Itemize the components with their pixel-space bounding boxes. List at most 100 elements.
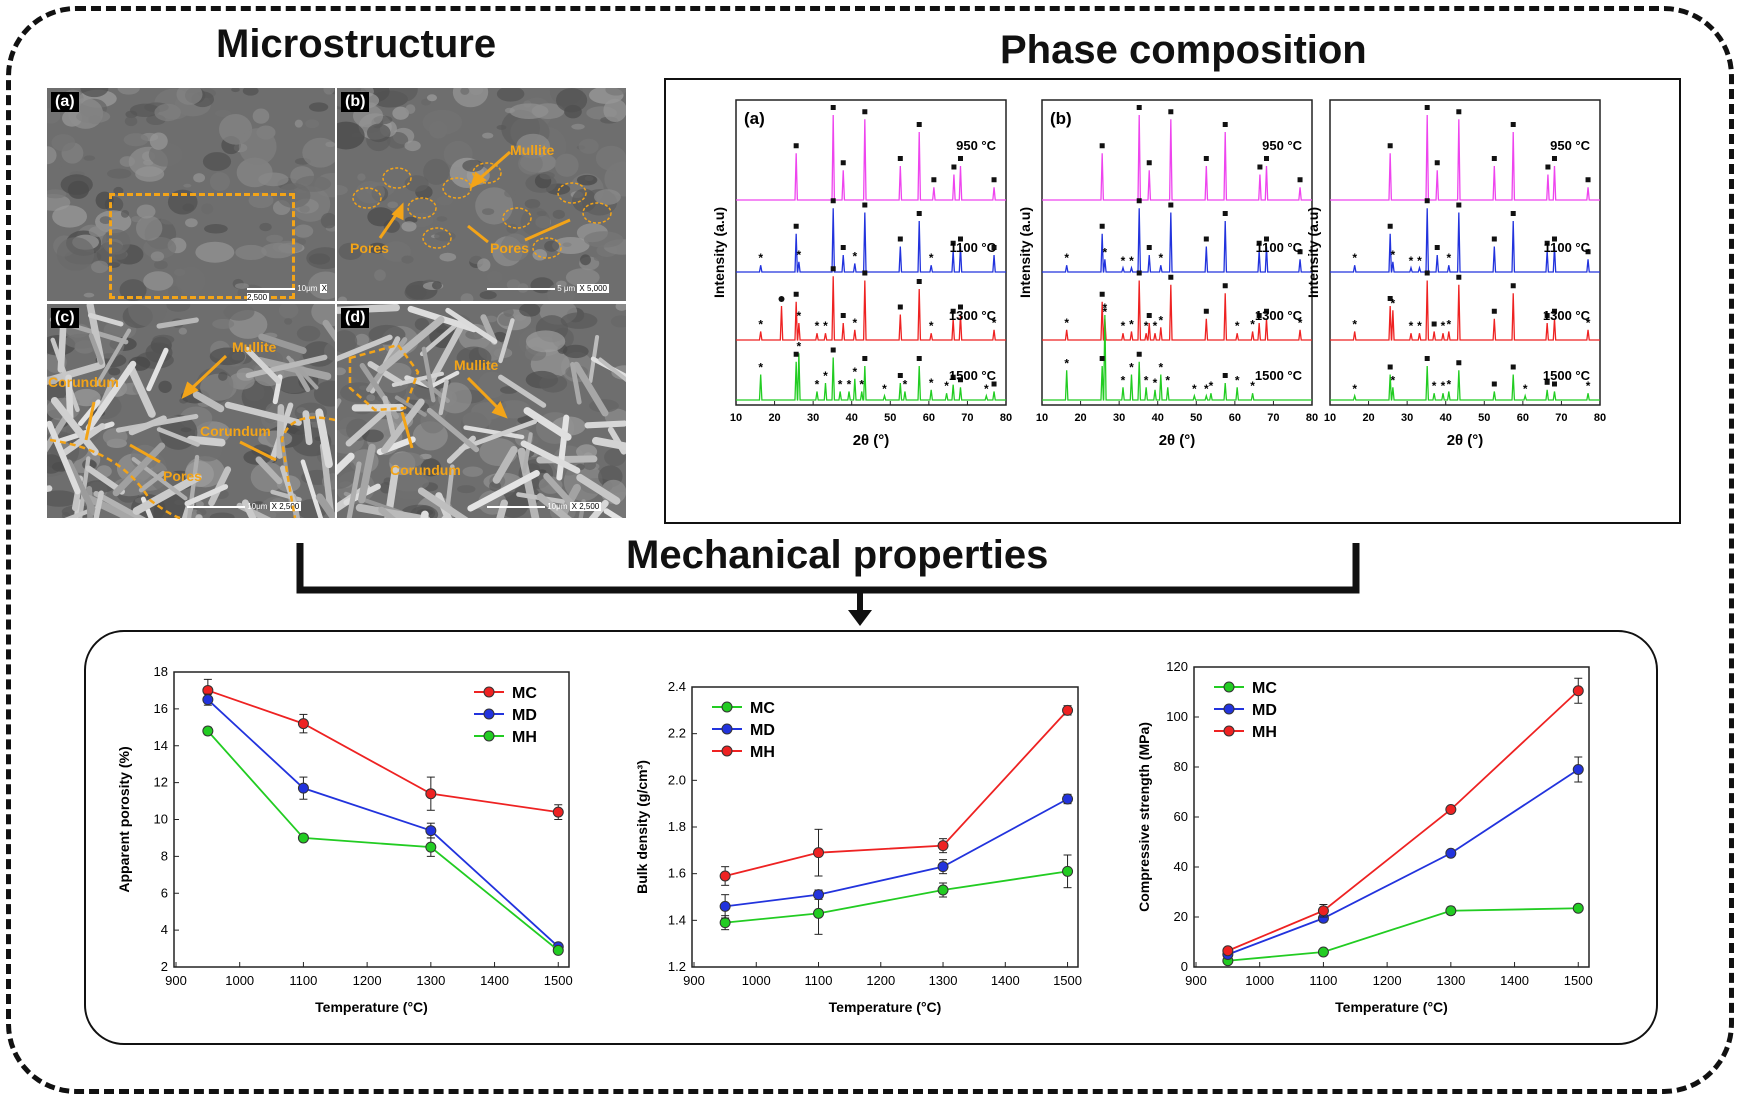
sem-grain bbox=[482, 132, 494, 139]
mech-point bbox=[202, 725, 214, 737]
xrd-marker-mullite bbox=[830, 266, 836, 272]
mech-point bbox=[552, 806, 564, 818]
xrd-marker-mullite bbox=[1491, 236, 1497, 242]
xrd-marker-mullite bbox=[1544, 240, 1550, 246]
mech-point bbox=[1445, 905, 1457, 917]
mech-xtick-label: 1500 bbox=[1564, 973, 1593, 988]
mech-legend-marker bbox=[1223, 725, 1235, 737]
sem-grain bbox=[552, 209, 565, 219]
sem-rod bbox=[258, 333, 307, 354]
xrd-marker-mullite bbox=[916, 122, 922, 127]
sem-grain bbox=[124, 116, 138, 127]
scale-bar-b: 5 μm X 5,000 bbox=[487, 284, 609, 293]
xrd-marker-mullite bbox=[830, 105, 836, 110]
mech-xtick-label: 1500 bbox=[544, 973, 573, 988]
sem-grain bbox=[509, 103, 549, 119]
sem-grain bbox=[426, 94, 438, 102]
mech-legend-label: MH bbox=[512, 729, 537, 746]
sem-grain bbox=[354, 333, 370, 346]
sem-rod bbox=[302, 410, 313, 446]
sem-rod bbox=[445, 307, 498, 344]
sem-rod bbox=[87, 312, 124, 327]
sem-grain bbox=[436, 196, 453, 206]
sem-rod bbox=[156, 427, 200, 447]
sem-rod bbox=[192, 391, 225, 413]
xrd-xlabel: 2θ (°) bbox=[1159, 432, 1196, 449]
xrd-marker-mullite bbox=[1203, 156, 1209, 161]
xrd-marker-corundum: * bbox=[1391, 373, 1396, 387]
mech-ytick-label: 0 bbox=[1181, 959, 1188, 974]
sem-grain bbox=[389, 88, 418, 102]
sem-grain bbox=[504, 189, 516, 198]
sem-grain bbox=[431, 281, 442, 290]
xrd-marker-mullite bbox=[950, 374, 956, 380]
sem-grain bbox=[150, 251, 165, 262]
mech-ytick-label: 2.4 bbox=[668, 679, 686, 694]
sem-rod bbox=[536, 493, 572, 518]
sem-grain bbox=[154, 260, 168, 270]
sem-grain bbox=[259, 222, 272, 232]
mech-series-line bbox=[207, 730, 559, 952]
xrd-trace bbox=[1330, 365, 1600, 401]
xrd-marker-mullite bbox=[1510, 211, 1516, 216]
sem-grain bbox=[173, 268, 186, 277]
sem-grain bbox=[248, 192, 274, 209]
xrd-marker-mullite bbox=[1585, 249, 1591, 255]
xrd-marker-mullite bbox=[991, 177, 997, 183]
sem-grain bbox=[91, 260, 109, 274]
xrd-marker-mullite bbox=[1099, 223, 1105, 229]
mech-point bbox=[425, 841, 437, 853]
sem-grain bbox=[152, 334, 175, 345]
xrd-marker-mullite bbox=[1136, 105, 1142, 110]
xrd-marker-mullite bbox=[1491, 308, 1497, 314]
xrd-ylabel: Intensity (a.u) bbox=[1017, 207, 1033, 298]
sem-grain bbox=[56, 237, 95, 271]
xrd-marker-mullite bbox=[1168, 109, 1174, 115]
sem-grain bbox=[178, 327, 188, 335]
microstructure-title: Microstructure bbox=[216, 22, 497, 66]
sem-grain bbox=[308, 102, 329, 112]
sem-rod bbox=[256, 357, 332, 381]
xrd-tick-label: 20 bbox=[1362, 412, 1374, 424]
sem-grain bbox=[80, 88, 109, 98]
sem-tag-c: (c) bbox=[51, 308, 79, 328]
mech-legend-marker bbox=[1223, 681, 1235, 693]
sem-grain bbox=[367, 207, 395, 227]
scale-text-a: 10μm bbox=[297, 284, 318, 293]
xrd-marker-corundum: * bbox=[929, 251, 934, 265]
sem-rod bbox=[255, 456, 283, 485]
xrd-marker-corundum: * bbox=[797, 339, 802, 353]
sem-grain bbox=[388, 452, 424, 468]
sem-grain bbox=[604, 448, 626, 467]
sem-rod bbox=[244, 346, 282, 384]
xrd-marker-mullite bbox=[1456, 274, 1462, 280]
mech-ytick-label: 2 bbox=[161, 959, 168, 974]
xrd-marker-mullite bbox=[1551, 381, 1557, 387]
sem-grain bbox=[250, 462, 286, 492]
mech-ytick-label: 40 bbox=[1174, 859, 1188, 874]
sem-grain bbox=[323, 88, 335, 95]
xrd-marker-corundum: * bbox=[859, 378, 864, 392]
sem-grain bbox=[129, 103, 160, 117]
sem-grain bbox=[143, 236, 177, 259]
xrd-tick-label: 50 bbox=[1190, 412, 1202, 424]
xrd-marker-corundum: * bbox=[1158, 313, 1163, 327]
xrd-tick-label: 20 bbox=[1074, 412, 1086, 424]
sem-grain bbox=[366, 123, 391, 143]
xrd-marker-corundum: * bbox=[992, 316, 997, 330]
mech-series-line bbox=[725, 798, 1068, 908]
sem-grain bbox=[496, 88, 525, 102]
sem-grain bbox=[252, 108, 270, 124]
sem-rod bbox=[384, 464, 400, 518]
sem-grain bbox=[202, 152, 232, 171]
sem-grain bbox=[119, 279, 147, 301]
sem-grain bbox=[261, 242, 295, 259]
xrd-trace bbox=[736, 208, 1006, 273]
xrd-marker-circle bbox=[778, 296, 785, 302]
xrd-marker-corundum: * bbox=[852, 365, 857, 379]
xrd-marker-mullite bbox=[793, 291, 799, 297]
xrd-marker-corundum: * bbox=[1250, 318, 1255, 332]
xrd-marker-corundum: * bbox=[1586, 379, 1591, 393]
xrd-marker-mullite bbox=[862, 202, 868, 208]
xrd-panel-label: (a) bbox=[744, 109, 765, 128]
